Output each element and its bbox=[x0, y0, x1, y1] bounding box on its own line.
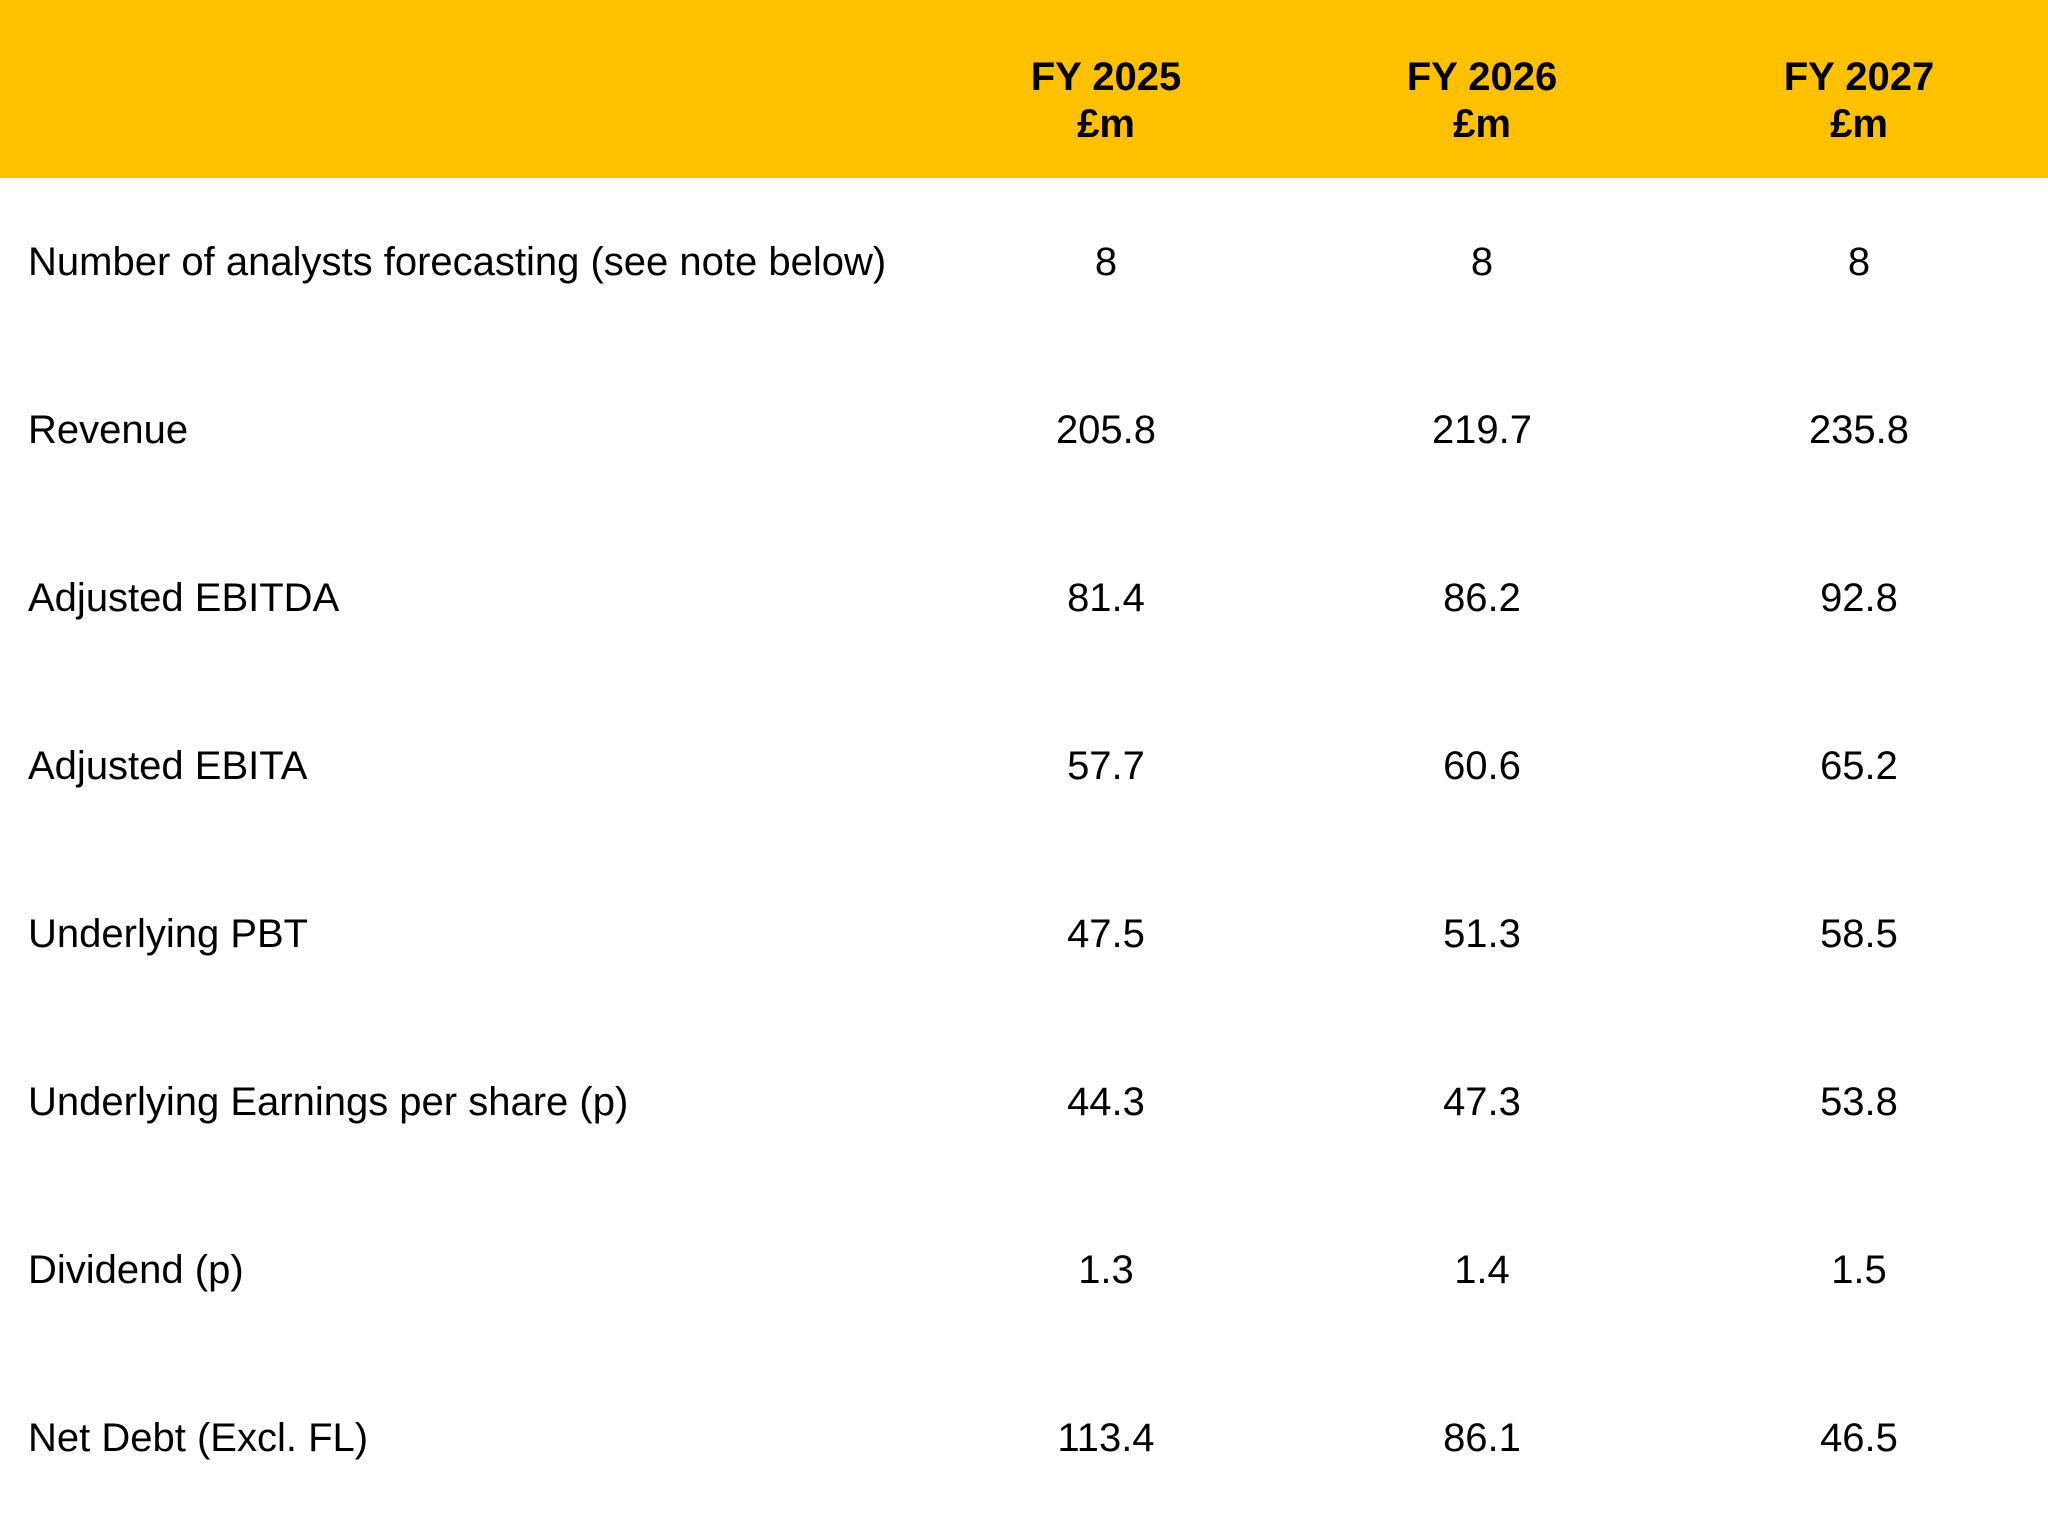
column-header-fy2025: FY 2025 £m bbox=[918, 0, 1294, 178]
cell-fy2026-value: 219.7 bbox=[1431, 407, 1533, 452]
table-row-adjusted-ebitda: Adjusted EBITDA 81.4 86.2 92.8 bbox=[0, 514, 2048, 682]
cell-fy2027-value: 235.8 bbox=[1808, 407, 1910, 452]
row-label: Net Debt (Excl. FL) bbox=[28, 1415, 369, 1460]
cell-fy2026-value: 47.3 bbox=[1443, 1079, 1521, 1124]
row-label: Adjusted EBITA bbox=[28, 743, 308, 788]
cell-fy2025-value: 47.5 bbox=[1067, 911, 1145, 956]
row-label: Adjusted EBITDA bbox=[28, 575, 340, 620]
cell-fy2025-value: 113.4 bbox=[1057, 1415, 1155, 1460]
row-label: Underlying PBT bbox=[28, 911, 309, 956]
column-header-year: FY 2027 bbox=[1783, 55, 1935, 99]
table-row-analysts: Number of analysts forecasting (see note… bbox=[0, 178, 2048, 346]
row-label: Dividend (p) bbox=[28, 1247, 244, 1292]
cell-fy2025-value: 1.3 bbox=[1078, 1247, 1134, 1292]
column-header-unit: £m bbox=[1830, 102, 1888, 146]
cell-fy2026-value: 1.4 bbox=[1454, 1247, 1510, 1292]
table-header-row: FY 2025 £m FY 2026 £m FY 2027 £m bbox=[0, 0, 2048, 178]
cell-fy2026-value: 86.1 bbox=[1443, 1415, 1521, 1460]
row-label: Underlying Earnings per share (p) bbox=[28, 1079, 629, 1124]
cell-fy2026-value: 8 bbox=[1470, 239, 1494, 284]
table-row-net-debt: Net Debt (Excl. FL) 113.4 86.1 46.5 bbox=[0, 1354, 2048, 1522]
cell-fy2025-value: 8 bbox=[1094, 239, 1118, 284]
cell-fy2026-value: 51.3 bbox=[1443, 911, 1521, 956]
cell-fy2026-value: 86.2 bbox=[1443, 575, 1521, 620]
cell-fy2025-value: 81.4 bbox=[1067, 575, 1145, 620]
cell-fy2027-value: 46.5 bbox=[1820, 1415, 1898, 1460]
table-row-underlying-eps: Underlying Earnings per share (p) 44.3 4… bbox=[0, 1018, 2048, 1186]
cell-fy2026-value: 60.6 bbox=[1443, 743, 1521, 788]
row-label: Revenue bbox=[28, 407, 189, 452]
column-header-year: FY 2026 bbox=[1406, 55, 1558, 99]
cell-fy2027-value: 1.5 bbox=[1831, 1247, 1887, 1292]
table-row-dividend: Dividend (p) 1.3 1.4 1.5 bbox=[0, 1186, 2048, 1354]
cell-fy2025-value: 57.7 bbox=[1067, 743, 1145, 788]
column-header-fy2026: FY 2026 £m bbox=[1294, 0, 1670, 178]
cell-fy2027-value: 8 bbox=[1847, 239, 1871, 284]
cell-fy2027-value: 53.8 bbox=[1820, 1079, 1898, 1124]
row-label: Number of analysts forecasting (see note… bbox=[28, 239, 887, 284]
table-row-adjusted-ebita: Adjusted EBITA 57.7 60.6 65.2 bbox=[0, 682, 2048, 850]
header-spacer-cell bbox=[0, 0, 918, 178]
cell-fy2025-value: 205.8 bbox=[1055, 407, 1157, 452]
column-header-unit: £m bbox=[1077, 102, 1135, 146]
column-header-fy2027: FY 2027 £m bbox=[1670, 0, 2048, 178]
table-row-underlying-pbt: Underlying PBT 47.5 51.3 58.5 bbox=[0, 850, 2048, 1018]
column-header-unit: £m bbox=[1453, 102, 1511, 146]
cell-fy2027-value: 92.8 bbox=[1820, 575, 1898, 620]
column-header-year: FY 2025 bbox=[1030, 55, 1182, 99]
cell-fy2025-value: 44.3 bbox=[1067, 1079, 1145, 1124]
cell-fy2027-value: 65.2 bbox=[1820, 743, 1898, 788]
table-row-revenue: Revenue 205.8 219.7 235.8 bbox=[0, 346, 2048, 514]
cell-fy2027-value: 58.5 bbox=[1820, 911, 1898, 956]
